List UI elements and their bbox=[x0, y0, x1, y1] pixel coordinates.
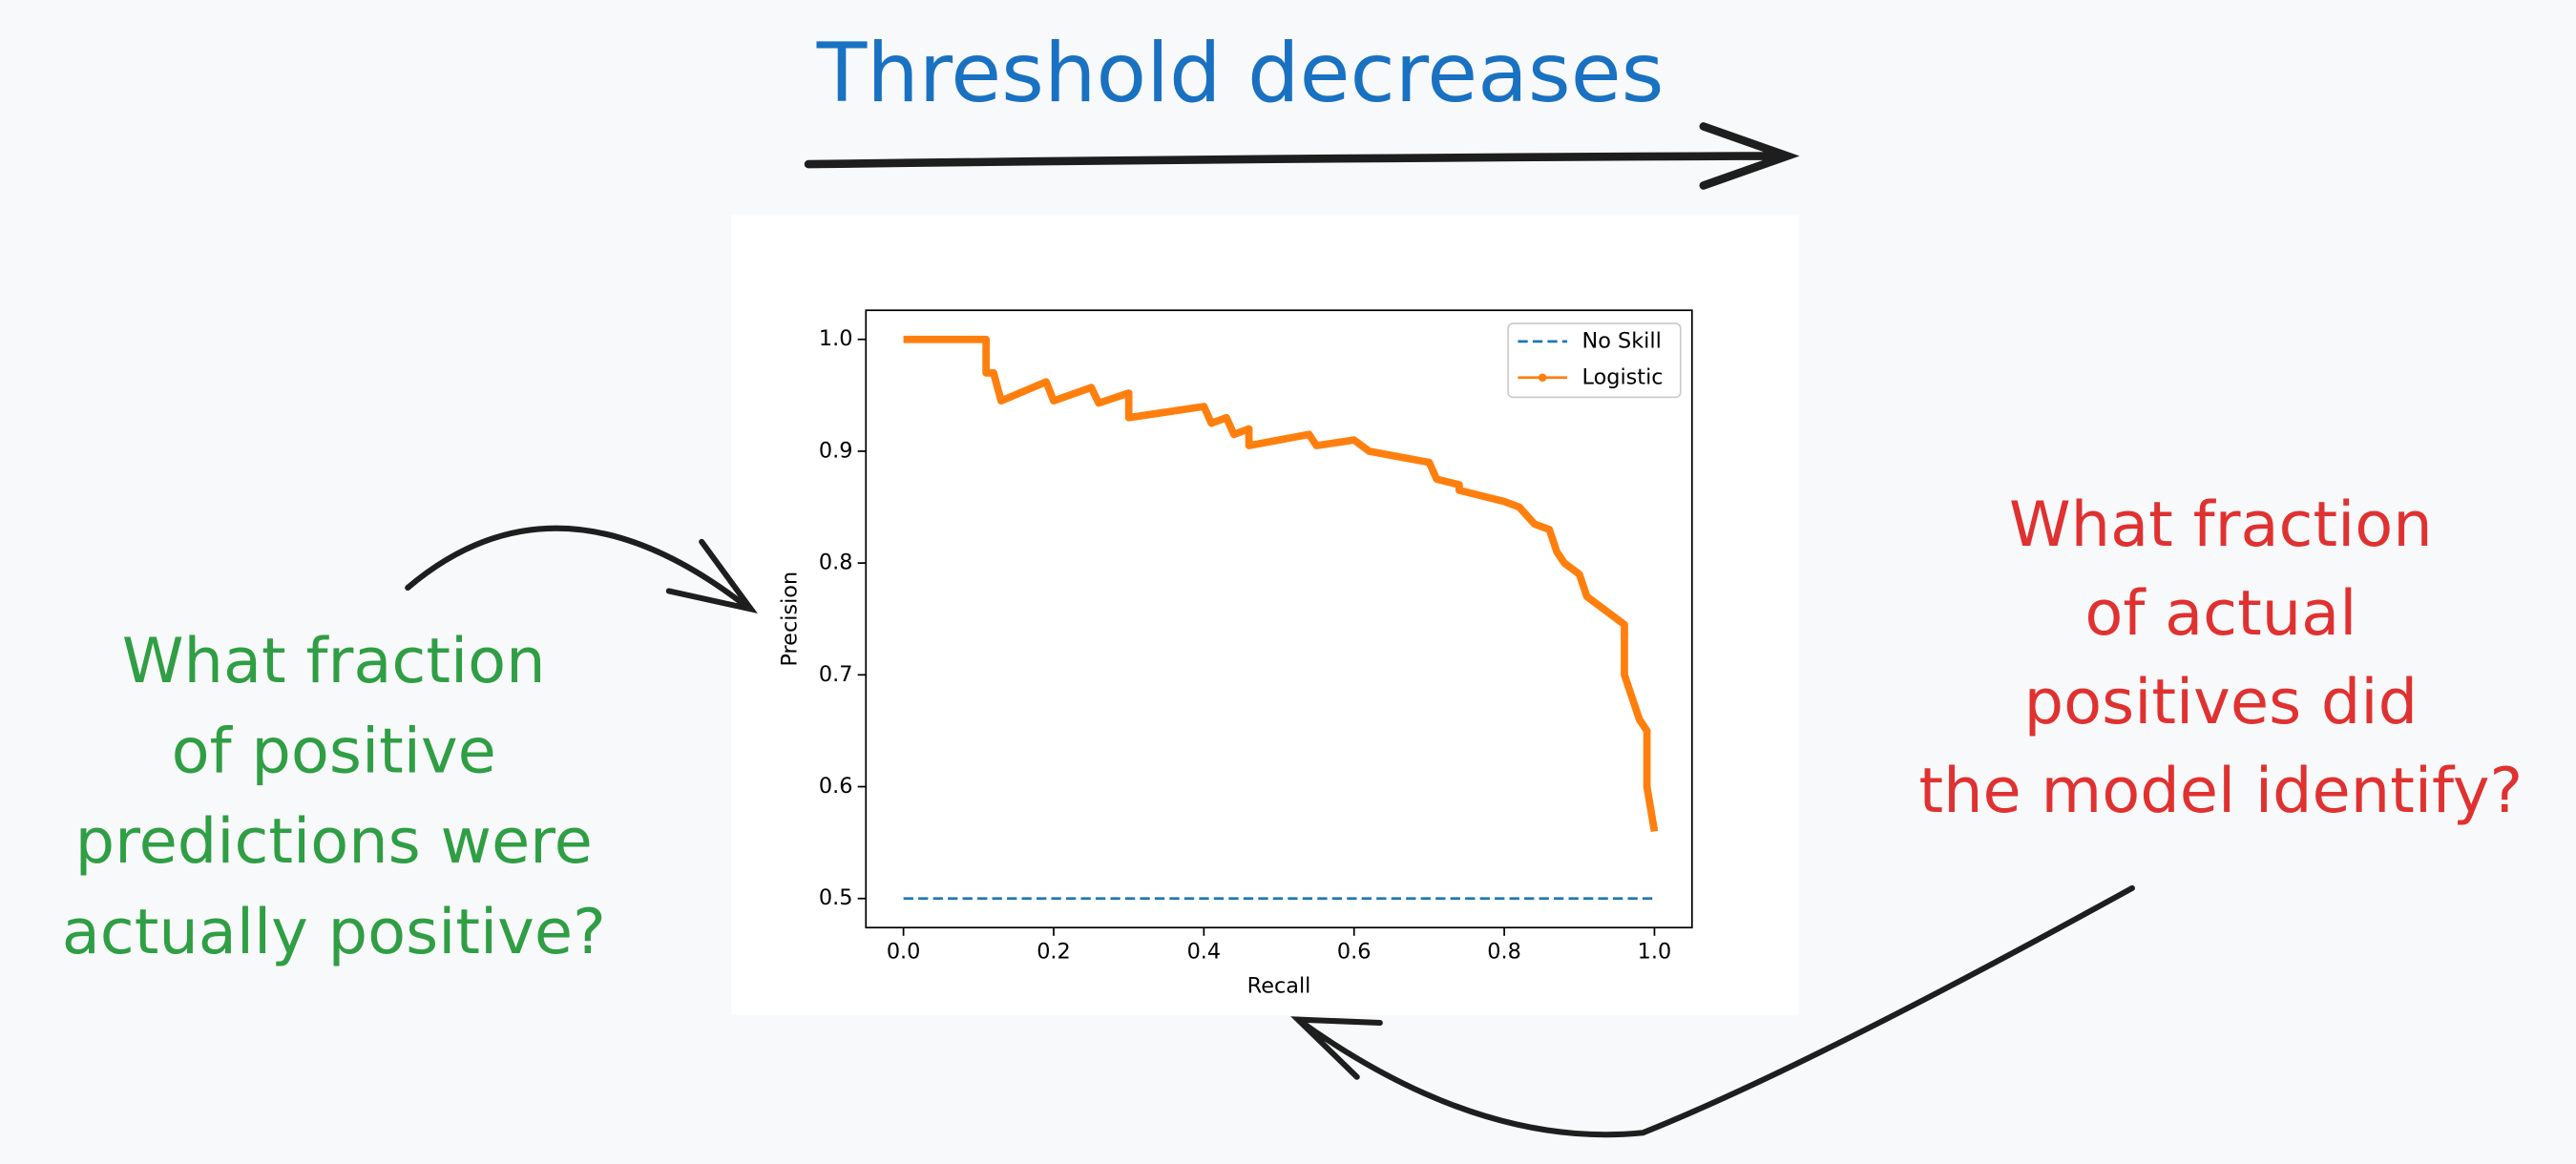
annotation-text: of actual bbox=[2084, 577, 2356, 650]
y-tick-label: 0.7 bbox=[819, 662, 853, 687]
legend-label: Logistic bbox=[1582, 364, 1664, 389]
x-tick-label: 1.0 bbox=[1638, 940, 1672, 965]
y-tick-label: 0.6 bbox=[819, 774, 853, 799]
y-tick-label: 0.8 bbox=[819, 551, 853, 575]
y-tick-label: 0.9 bbox=[819, 438, 853, 463]
series-line bbox=[903, 335, 1659, 833]
x-tick-label: 0.0 bbox=[887, 940, 921, 965]
x-tick-label: 0.6 bbox=[1337, 940, 1372, 965]
annotation-text: Threshold decreases bbox=[816, 26, 1665, 121]
x-tick-label: 0.2 bbox=[1037, 940, 1071, 965]
annotation-text: What fraction bbox=[122, 625, 546, 697]
annotation-text: actually positive? bbox=[62, 896, 606, 968]
plot-frame bbox=[865, 309, 1693, 929]
x-axis-label: Recall bbox=[1247, 974, 1311, 999]
annotation-text: predictions were bbox=[75, 805, 593, 878]
threshold-arrow bbox=[804, 122, 1800, 190]
annotation-text: positives did bbox=[2024, 666, 2418, 738]
annotation-text: of positive bbox=[172, 716, 496, 788]
annotation-text: the model identify? bbox=[1918, 755, 2523, 827]
x-tick-label: 0.8 bbox=[1487, 940, 1521, 965]
x-tick-label: 0.4 bbox=[1187, 940, 1222, 965]
y-axis-label: Precision bbox=[778, 572, 803, 667]
annotation-text: What fraction bbox=[2009, 488, 2433, 561]
recall-arrow bbox=[1290, 884, 2135, 1138]
y-tick-label: 0.5 bbox=[819, 885, 853, 910]
precision-arrow bbox=[405, 525, 758, 614]
legend-marker bbox=[1538, 373, 1547, 383]
legend-label: No Skill bbox=[1582, 328, 1662, 353]
arrows bbox=[405, 122, 2135, 1138]
y-tick-label: 1.0 bbox=[819, 326, 853, 351]
